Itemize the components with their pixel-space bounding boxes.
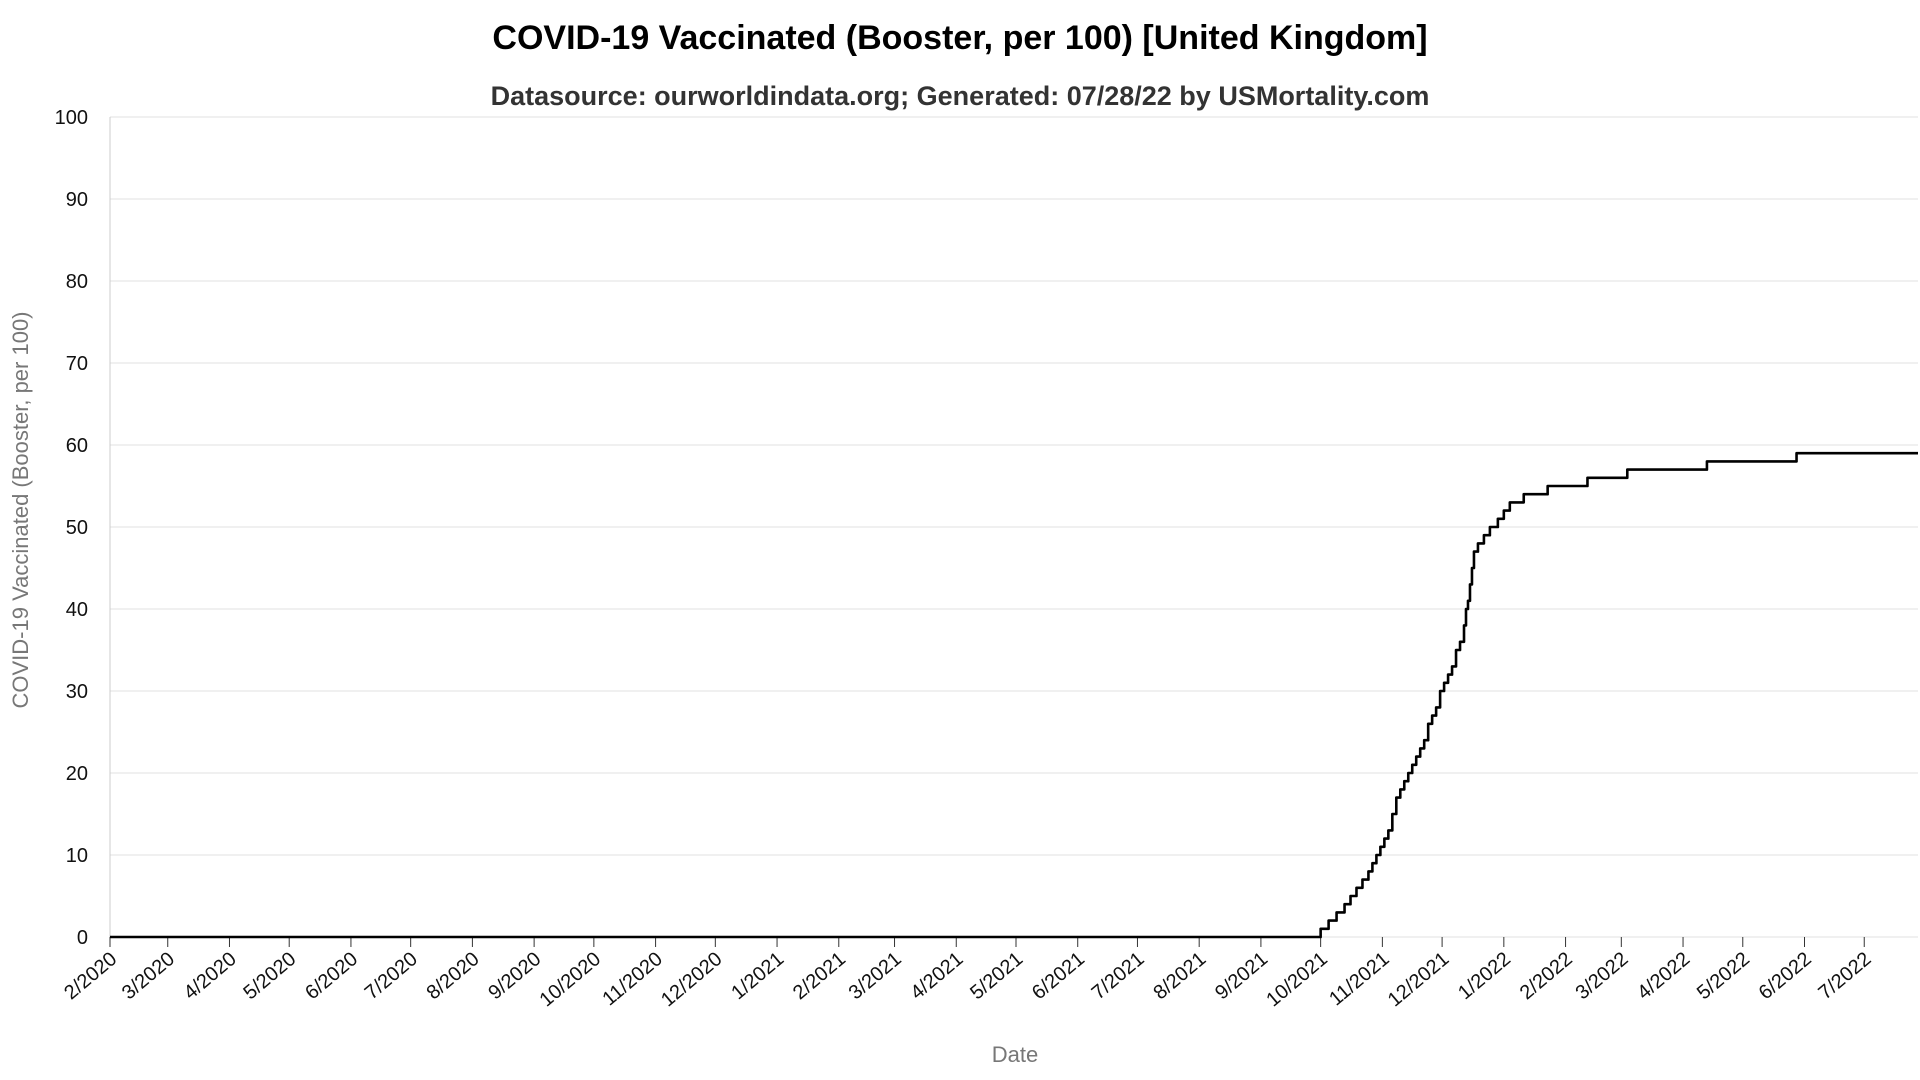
- y-axis-label: COVID-19 Vaccinated (Booster, per 100): [8, 311, 33, 708]
- y-tick-label: 100: [55, 107, 88, 129]
- y-tick-label: 50: [66, 517, 88, 539]
- y-tick-label: 30: [66, 681, 88, 703]
- x-tick-label: 6/2021: [1028, 948, 1089, 1004]
- x-tick-label: 2/2020: [60, 948, 121, 1004]
- chart-subtitle: Datasource: ourworldindata.org; Generate…: [491, 81, 1430, 111]
- chart-title: COVID-19 Vaccinated (Booster, per 100) […: [492, 19, 1427, 57]
- x-tick-label: 11/2020: [598, 948, 666, 1010]
- y-tick-label: 60: [66, 435, 88, 457]
- x-tick-label: 7/2022: [1814, 948, 1875, 1004]
- gridlines: [110, 116, 1918, 938]
- x-tick-label: 3/2021: [845, 948, 906, 1004]
- x-tick-label: 3/2022: [1572, 948, 1633, 1004]
- series-layer: [110, 451, 1918, 939]
- y-tick-label: 10: [66, 845, 88, 867]
- y-tick-label: 40: [66, 599, 88, 621]
- x-tick-label: 4/2021: [906, 948, 967, 1004]
- x-tick-label: 8/2020: [423, 948, 484, 1004]
- y-tick-label: 20: [66, 763, 88, 785]
- x-tick-label: 12/2020: [657, 948, 727, 1011]
- y-tick-label: 80: [66, 271, 88, 293]
- series-line-booster-per-100: [110, 451, 1918, 939]
- x-tick-label: 5/2022: [1693, 948, 1754, 1004]
- x-tick-label: 2/2021: [789, 948, 850, 1004]
- x-tick-label: 4/2020: [180, 948, 241, 1004]
- x-tick-label: 6/2022: [1755, 948, 1816, 1004]
- x-tick-label: 8/2021: [1149, 948, 1210, 1004]
- x-tick-label: 1/2021: [727, 948, 788, 1004]
- x-tick-label: 11/2021: [1325, 948, 1393, 1010]
- x-tick-label: 3/2020: [118, 948, 179, 1004]
- x-tick-label: 6/2020: [301, 948, 362, 1004]
- y-tick-label: 0: [77, 927, 88, 949]
- x-tick-label: 2/2022: [1516, 948, 1577, 1004]
- x-tick-label: 1/2022: [1454, 948, 1515, 1004]
- x-tick-label: 5/2021: [966, 948, 1027, 1004]
- x-tick-label: 4/2022: [1633, 948, 1694, 1004]
- x-tick-label: 10/2021: [1262, 948, 1332, 1011]
- x-tick-label: 10/2020: [536, 948, 606, 1011]
- x-tick-label: 7/2021: [1088, 948, 1149, 1004]
- y-tick-label: 90: [66, 189, 88, 211]
- x-axis-label: Date: [992, 1042, 1038, 1067]
- x-tick-label: 5/2020: [239, 948, 300, 1004]
- y-tick-label: 70: [66, 353, 88, 375]
- x-tick-label: 12/2021: [1384, 948, 1454, 1011]
- x-tick-label: 7/2020: [361, 948, 422, 1004]
